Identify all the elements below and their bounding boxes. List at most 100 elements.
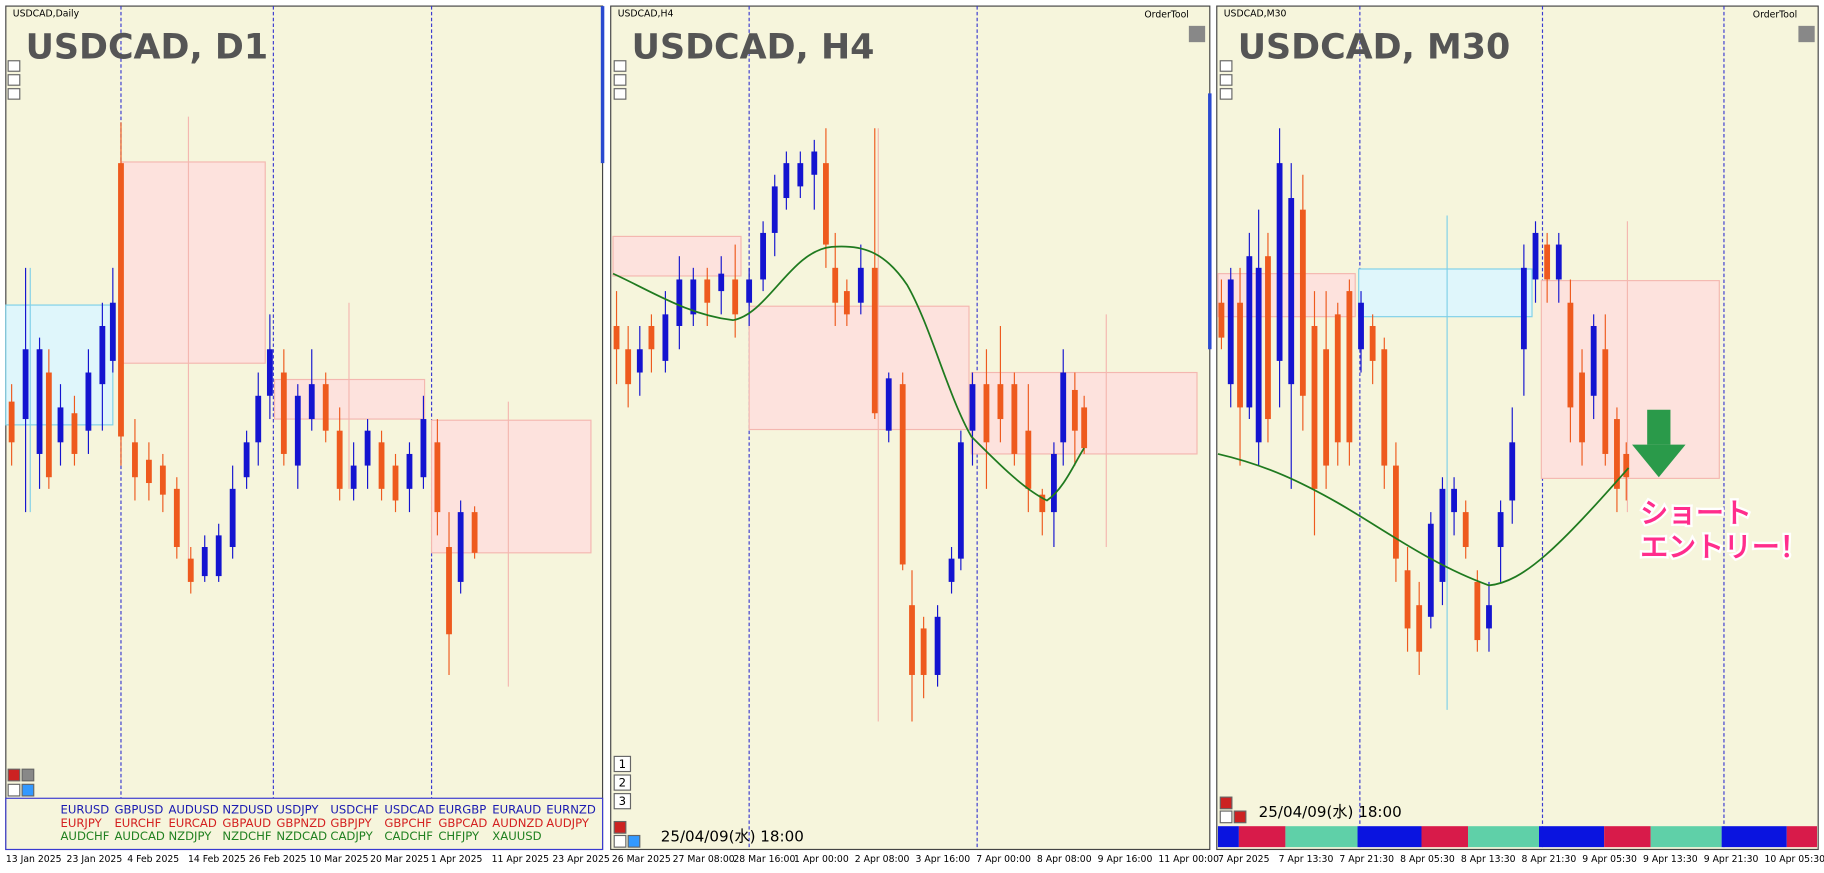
candle-body: [1474, 581, 1481, 641]
time-label: 13 Jan 2025: [6, 854, 62, 865]
candle-body: [159, 465, 166, 495]
number-button[interactable]: 3: [613, 793, 632, 810]
time-label: 8 Apr 21:30: [1522, 854, 1577, 865]
moving-average: [1217, 453, 1630, 587]
time-label: 7 Apr 13:30: [1279, 854, 1334, 865]
pair-button[interactable]: AUDUSD: [168, 802, 218, 816]
pair-button[interactable]: CHFJPY: [438, 829, 480, 843]
candle-body: [420, 419, 427, 478]
pair-button[interactable]: USDJPY: [276, 802, 319, 816]
candle-body: [1486, 605, 1492, 629]
candle-body: [1623, 453, 1630, 478]
pair-button[interactable]: GBPAUD: [222, 816, 271, 830]
chart-header: USDCAD,H4: [618, 9, 674, 20]
candle-body: [920, 628, 927, 675]
candle-body: [173, 488, 180, 548]
candles: [8, 122, 1630, 722]
button-frame: [613, 774, 632, 791]
pair-button[interactable]: CADCHF: [384, 829, 433, 843]
candle-body: [406, 453, 413, 489]
pair-button[interactable]: EURCAD: [168, 816, 216, 830]
time-label: 8 Apr 05:30: [1400, 854, 1455, 865]
pair-button[interactable]: USDCAD: [384, 802, 434, 816]
number-button[interactable]: 2: [613, 774, 632, 791]
pair-button[interactable]: AUDJPY: [546, 816, 590, 830]
order-tool[interactable]: OrderTool: [1753, 10, 1797, 21]
time-label: 7 Apr 2025: [1218, 854, 1270, 865]
candle-body: [280, 372, 287, 454]
candle-body: [1416, 605, 1423, 652]
candle-body: [1299, 209, 1306, 396]
yen-button[interactable]: [1188, 25, 1206, 43]
pair-button[interactable]: EURNZD: [546, 802, 596, 816]
pair-button[interactable]: XAUUSD: [492, 829, 541, 843]
strength-strip: [1217, 826, 1818, 848]
moving-average: [612, 245, 1085, 502]
candle-body: [718, 273, 725, 292]
pair-button[interactable]: EURJPY: [60, 816, 102, 830]
time-label: 9 Apr 13:30: [1643, 854, 1698, 865]
candle-body: [1520, 267, 1527, 350]
candle-body: [1081, 407, 1088, 449]
candle-body: [899, 384, 906, 565]
pair-button[interactable]: EURGBP: [438, 802, 486, 816]
candle-body: [1311, 325, 1318, 489]
candle-body: [676, 279, 683, 326]
time-label: 11 Apr 00:00: [1158, 854, 1219, 865]
pair-button[interactable]: NZDCHF: [222, 829, 271, 843]
candle-body: [704, 279, 711, 303]
candle-body: [308, 384, 315, 420]
chart-title: USDCAD, M30: [1238, 27, 1511, 67]
candle-body: [948, 558, 955, 582]
pair-button[interactable]: NZDUSD: [222, 802, 272, 816]
controls[interactable]: [7, 60, 1247, 848]
time-label: 8 Apr 08:00: [1037, 854, 1092, 865]
pair-button[interactable]: EURCHF: [114, 816, 161, 830]
pair-button[interactable]: EURUSD: [60, 802, 109, 816]
pair-button[interactable]: NZDCAD: [276, 829, 327, 843]
candle-body: [364, 430, 371, 466]
pair-button[interactable]: USDCHF: [330, 802, 379, 816]
candle-body: [229, 488, 236, 548]
candle-body: [322, 384, 329, 431]
candle-body: [45, 372, 52, 478]
pair-button[interactable]: AUDCAD: [114, 829, 164, 843]
candle-body: [145, 459, 152, 484]
candle-body: [350, 465, 357, 489]
candle-body: [997, 384, 1004, 420]
candle-body: [1227, 279, 1234, 385]
candle-body: [909, 605, 915, 675]
candle-body: [336, 430, 343, 489]
candle-body: [85, 372, 92, 431]
panel-3: [1216, 5, 1819, 851]
pair-button[interactable]: EURAUD: [492, 802, 541, 816]
pair-button[interactable]: GBPNZD: [276, 816, 326, 830]
yen-button[interactable]: [1798, 25, 1815, 43]
pair-button[interactable]: GBPCAD: [438, 816, 487, 830]
candle-body: [99, 325, 106, 385]
time-label: 2 Apr 08:00: [855, 854, 910, 865]
candle-body: [1532, 232, 1539, 280]
time-label: 26 Feb 2025: [249, 854, 307, 865]
pair-button[interactable]: AUDNZD: [492, 816, 543, 830]
pair-button[interactable]: GBPUSD: [114, 802, 163, 816]
timestamp: 25/04/09(水) 18:00: [1259, 803, 1402, 821]
number-button[interactable]: 1: [613, 755, 632, 773]
candle-body: [187, 558, 194, 582]
candle-body: [934, 616, 941, 675]
candle-body: [1544, 244, 1551, 280]
pair-button[interactable]: NZDJPY: [168, 829, 212, 843]
time-label: 20 Mar 2025: [370, 854, 429, 865]
candle-body: [1602, 349, 1609, 454]
pair-button[interactable]: GBPCHF: [384, 816, 432, 830]
candle-body: [109, 302, 116, 361]
candle-body: [832, 267, 839, 303]
candle-body: [1276, 163, 1283, 361]
pair-button[interactable]: AUDCHF: [60, 829, 109, 843]
candle-body: [22, 349, 29, 420]
pair-button[interactable]: CADJPY: [330, 829, 373, 843]
pair-button[interactable]: GBPJPY: [330, 816, 372, 830]
order-tool[interactable]: OrderTool: [1144, 10, 1188, 21]
candle-body: [760, 232, 767, 280]
